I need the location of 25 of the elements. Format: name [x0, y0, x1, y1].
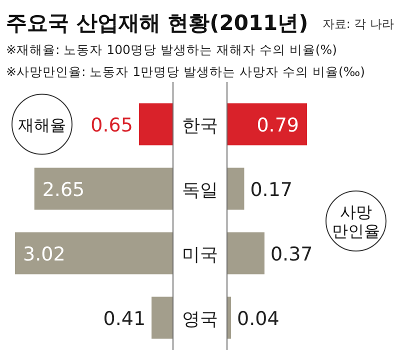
bar	[152, 296, 173, 339]
data-label: 3.02	[23, 243, 66, 266]
bar	[227, 168, 244, 210]
x-axis-title: 재해율	[18, 115, 66, 134]
data-label: 0.37	[270, 243, 313, 266]
text: ※재해율: 노동자 100명당 발생하는 재해자 수의 비율(%)	[6, 42, 338, 57]
y-tick-label: 미국	[182, 244, 218, 266]
bar	[15, 232, 173, 274]
data-label: 2.65	[42, 178, 85, 201]
x-axis-title: 사망 만인율	[332, 202, 380, 240]
text: ※사망만인율: 노동자 1만명당 발생하는 사망자 수의 비율(‰)	[6, 64, 366, 79]
chart-title: 주요국 산업재해 현황(2011년)	[6, 11, 308, 35]
y-tick-label: 독일	[182, 180, 218, 201]
bar	[34, 168, 173, 210]
bar	[227, 232, 264, 274]
text: 자료: 각 나라	[322, 17, 394, 31]
data-label: 0.04	[237, 308, 280, 330]
data-label: 0.17	[250, 178, 293, 201]
data-label: 0.79	[256, 114, 299, 136]
bar	[227, 103, 307, 146]
y-tick-label: 한국	[182, 115, 218, 136]
data-label: 0.65	[90, 114, 133, 136]
bar	[138, 103, 173, 146]
y-tick-label: 영국	[182, 308, 218, 330]
data-label: 0.41	[103, 308, 146, 330]
